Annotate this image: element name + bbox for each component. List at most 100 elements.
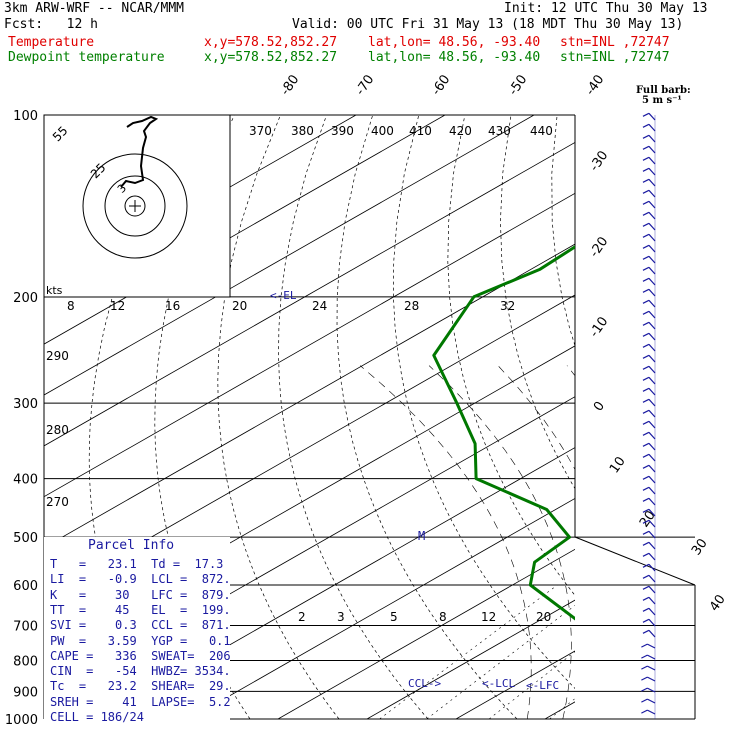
wind-barb-flag xyxy=(642,343,650,348)
wind-barb-flag xyxy=(642,607,650,612)
wind-barb xyxy=(648,310,656,319)
isotherm-label: 30 xyxy=(689,536,711,558)
wind-barb xyxy=(648,299,656,308)
marker-lfc: <-LFC xyxy=(526,679,559,692)
dry-adiabat xyxy=(447,115,575,597)
hodograph-speed-label: 20 xyxy=(232,299,247,313)
hodograph-ring-inner xyxy=(124,195,146,217)
marker-m: M xyxy=(418,529,425,543)
wind-barb xyxy=(648,519,656,528)
wind-barb-flag xyxy=(642,277,650,282)
hodograph-speed-label: 28 xyxy=(404,299,419,313)
parcel-info-row: CIN = -54 HWBZ= 3534. xyxy=(50,664,231,679)
isotherm-label: 0 xyxy=(591,399,608,414)
wind-barb xyxy=(648,200,656,209)
wind-barbs xyxy=(641,112,656,719)
wind-barb xyxy=(647,654,656,660)
dry-adiabat xyxy=(695,115,740,719)
isotherm-line xyxy=(44,141,575,447)
wind-barb-flag xyxy=(642,541,650,546)
wind-barb-flag xyxy=(642,354,650,359)
wind-barb-flag xyxy=(642,486,650,491)
wind-barb xyxy=(648,354,656,363)
wind-barb xyxy=(648,618,656,627)
dry-adiabat xyxy=(500,115,575,490)
marker-lcl: <-LCL xyxy=(482,677,515,690)
wind-barb-flag xyxy=(641,687,648,692)
wind-barb xyxy=(648,233,656,242)
wind-barb-flag xyxy=(642,442,650,447)
theta-label: 390 xyxy=(331,124,354,138)
hodograph-ring-middle xyxy=(104,175,166,237)
parcel-info-row: K = 30 LFC = 879. xyxy=(50,587,231,602)
temperature-xy: x,y=578.52,852.27 xyxy=(204,35,338,50)
wind-barb xyxy=(648,497,656,506)
mixing-ratio-label: 20 xyxy=(536,610,551,624)
pressure-label-1000: 1000 xyxy=(5,713,38,728)
hodograph-speed-title: kts xyxy=(46,284,63,297)
isotherm-label: -10 xyxy=(587,314,611,340)
wind-barb xyxy=(648,178,656,187)
wind-barb xyxy=(648,442,656,451)
theta-label: 420 xyxy=(449,124,472,138)
hodograph-speed-label: 16 xyxy=(165,299,180,313)
wind-barb xyxy=(648,629,656,638)
wind-barb-flag xyxy=(642,200,650,205)
pressure-label-800: 800 xyxy=(13,654,38,669)
wind-barb-flag xyxy=(642,596,650,601)
hodograph-ring-outer xyxy=(82,153,188,259)
theta-label: 370 xyxy=(249,124,272,138)
wind-barb-flag xyxy=(641,676,648,681)
isotherm-line xyxy=(544,701,575,719)
wind-barb-flag xyxy=(641,698,648,703)
wind-barb xyxy=(648,508,656,517)
wind-barb xyxy=(648,134,656,143)
wind-barb xyxy=(648,607,656,616)
isotherm-line xyxy=(455,650,575,719)
wind-barb xyxy=(648,123,656,132)
isotherm-label: -30 xyxy=(587,148,611,174)
pressure-label-700: 700 xyxy=(13,619,38,634)
wind-barb-flag xyxy=(642,563,650,568)
wind-barb xyxy=(648,552,656,561)
wind-barb-flag xyxy=(642,453,650,458)
model-title: 3km ARW-WRF -- NCAR/MMM xyxy=(4,1,185,16)
theta-label: 430 xyxy=(488,124,511,138)
hodograph-speed-label: 12 xyxy=(110,299,125,313)
wind-barb xyxy=(648,376,656,385)
theta-label: 400 xyxy=(371,124,394,138)
wind-barb-flag xyxy=(642,409,650,414)
pressure-label-500: 500 xyxy=(13,531,38,546)
marker-el: <-EL xyxy=(270,289,297,302)
parcel-info-row: LI = -0.9 LCL = 872. xyxy=(50,572,231,587)
isotherm-line xyxy=(44,243,575,549)
theta-label: 290 xyxy=(46,349,69,363)
isotherm-label: 20 xyxy=(637,508,659,530)
wind-barb xyxy=(648,453,656,462)
wind-barb xyxy=(648,475,656,484)
wind-barb-flag xyxy=(642,464,650,469)
pressure-label-400: 400 xyxy=(13,473,38,488)
wind-barb-flag xyxy=(642,288,650,293)
wind-barb-flag xyxy=(642,497,650,502)
wind-barb xyxy=(648,387,656,396)
mixing-ratio-line xyxy=(426,605,575,719)
wind-barb xyxy=(647,643,656,649)
wind-barb-flag xyxy=(642,321,650,326)
theta-label: 440 xyxy=(530,124,553,138)
wind-barb xyxy=(648,266,656,275)
barb-key-title: Full barb: xyxy=(636,85,691,96)
wind-barb xyxy=(648,222,656,231)
mixing-ratio-line xyxy=(379,584,558,719)
parcel-info-row: TT = 45 EL = 199. xyxy=(50,602,231,617)
wind-barb-flag xyxy=(642,233,650,238)
wind-barb-flag xyxy=(642,299,650,304)
wind-barb xyxy=(648,288,656,297)
wind-barb xyxy=(647,676,656,682)
isotherm-line xyxy=(44,294,575,599)
wind-barb-flag xyxy=(642,398,650,403)
wind-barb xyxy=(648,398,656,407)
wind-barb xyxy=(647,698,656,704)
wind-barb xyxy=(648,189,656,198)
dry-adiabat xyxy=(393,115,575,689)
